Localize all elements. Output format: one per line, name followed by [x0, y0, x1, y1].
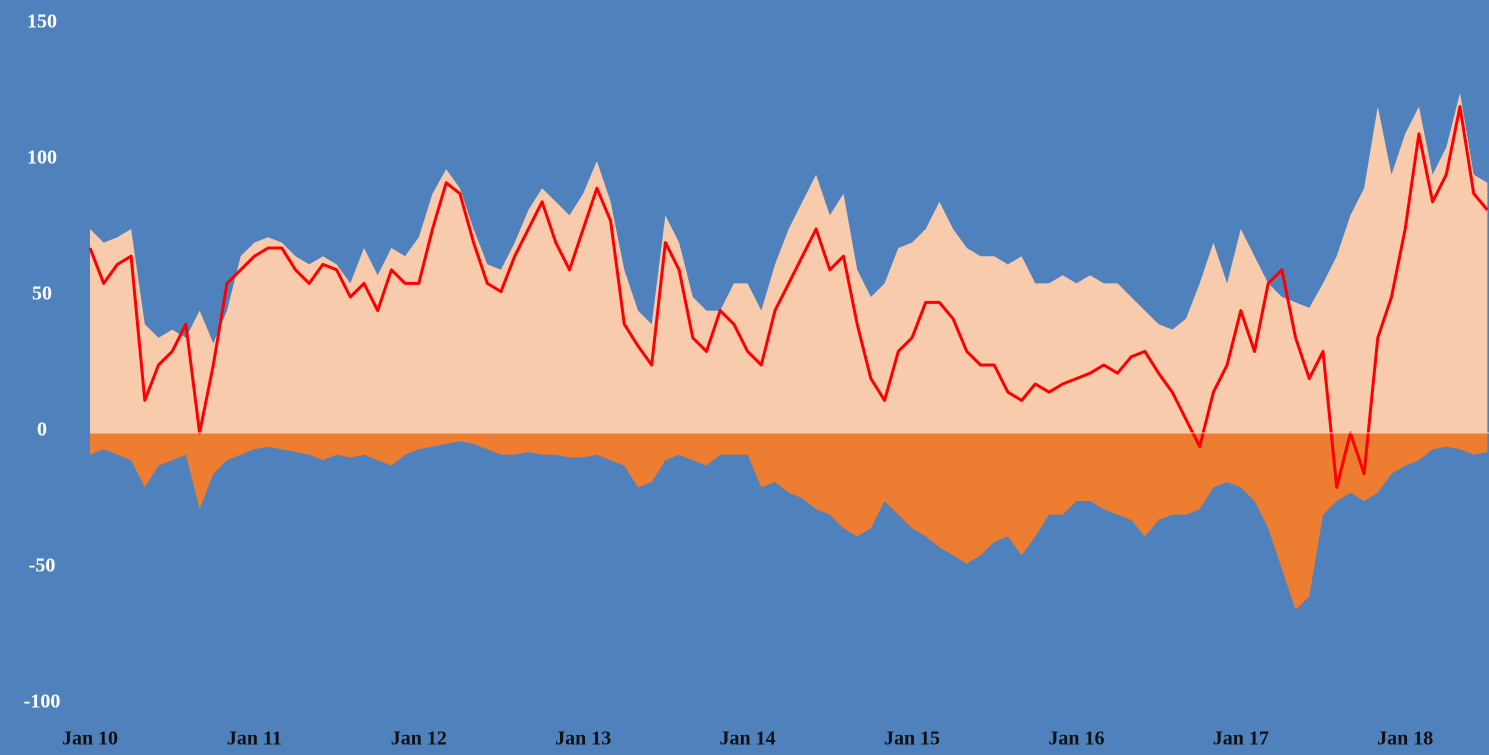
- x-tick-label: Jan 13: [555, 728, 611, 750]
- area: [90, 93, 1488, 433]
- x-tick-label: Jan 18: [1377, 728, 1433, 750]
- y-tick-label: 50: [32, 283, 52, 305]
- y-tick-label: 0: [37, 419, 47, 441]
- x-tick-label: Jan 17: [1213, 728, 1269, 750]
- y-tick-label: -100: [24, 691, 61, 713]
- y-tick-label: -50: [29, 555, 56, 577]
- x-tick-label: Jan 10: [62, 728, 118, 750]
- line: [88, 105, 1489, 489]
- x-tick-label: Jan 12: [391, 728, 447, 750]
- y-tick-label: 100: [27, 147, 57, 169]
- x-tick-label: Jan 14: [720, 728, 776, 750]
- x-tick-label: Jan 16: [1048, 728, 1104, 750]
- x-tick-label: Jan 11: [227, 728, 282, 750]
- x-tick-label: Jan 15: [884, 728, 940, 750]
- area: [90, 433, 1488, 610]
- y-tick-label: 150: [27, 11, 57, 33]
